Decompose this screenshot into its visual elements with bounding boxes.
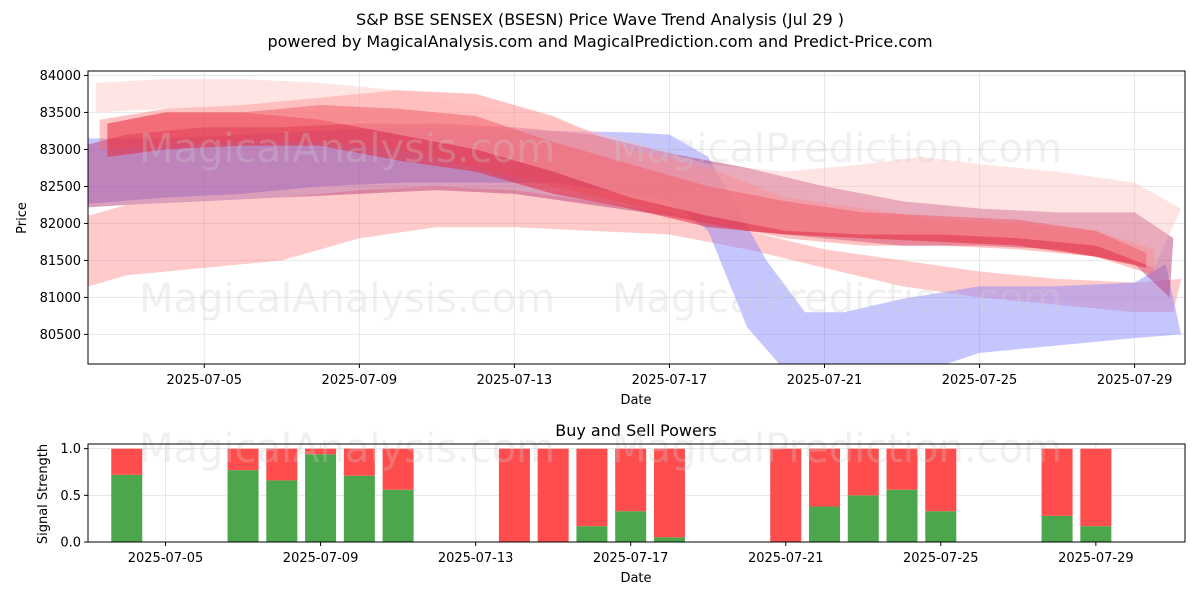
buy-bar bbox=[847, 495, 879, 542]
price-x-tick-label: 2025-07-25 bbox=[942, 373, 1018, 388]
sell-bar bbox=[537, 448, 569, 542]
signal-x-axis-label: Date bbox=[620, 571, 651, 586]
signal-y-axis-label: Signal Strength bbox=[36, 444, 51, 544]
watermark-bottom-2: MagicalPrediction.com bbox=[612, 426, 1062, 472]
sell-bar bbox=[227, 448, 259, 471]
sell-bar bbox=[266, 448, 298, 481]
price-x-axis-label: Date bbox=[620, 393, 651, 408]
price-x-tick-label: 2025-07-09 bbox=[322, 373, 398, 388]
watermark-top-1: MagicalAnalysis.com bbox=[139, 126, 555, 172]
buy-bar bbox=[266, 480, 298, 542]
signal-y-tick-label: 0.5 bbox=[60, 489, 81, 504]
sell-bar bbox=[847, 448, 879, 496]
signal-x-tick-label: 2025-07-29 bbox=[1058, 551, 1134, 566]
signal-panel-title: Buy and Sell Powers bbox=[555, 421, 717, 440]
sell-bar bbox=[343, 448, 375, 476]
price-y-tick-label: 80500 bbox=[40, 328, 81, 343]
sell-bar bbox=[808, 448, 841, 507]
price-y-tick-label: 84000 bbox=[40, 69, 81, 84]
signal-x-tick-label: 2025-07-21 bbox=[748, 551, 824, 566]
sell-bar bbox=[576, 448, 608, 527]
buy-bar bbox=[615, 511, 647, 542]
signal-x-tick-label: 2025-07-09 bbox=[283, 551, 359, 566]
sell-bar bbox=[1080, 448, 1112, 527]
watermark-bottom-1: MagicalAnalysis.com bbox=[139, 426, 555, 472]
sell-bar bbox=[498, 448, 530, 542]
price-y-tick-label: 83000 bbox=[40, 143, 81, 158]
buy-bar bbox=[227, 470, 259, 542]
buy-bar bbox=[343, 475, 375, 542]
chart-title: S&P BSE SENSEX (BSESN) Price Wave Trend … bbox=[356, 10, 844, 29]
price-panel: MagicalAnalysis.com MagicalPrediction.co… bbox=[15, 69, 1186, 408]
signal-y-tick-label: 1.0 bbox=[60, 442, 81, 457]
signal-x-tick-label: 2025-07-17 bbox=[593, 551, 669, 566]
watermark-top-4: MagicalPrediction.com bbox=[612, 276, 1062, 322]
price-y-tick-label: 81000 bbox=[40, 291, 81, 306]
buy-bar bbox=[808, 506, 841, 542]
buy-bar bbox=[886, 489, 918, 542]
price-x-tick-label: 2025-07-05 bbox=[167, 373, 243, 388]
price-y-tick-label: 82500 bbox=[40, 180, 81, 195]
buy-bar bbox=[111, 474, 143, 542]
price-y-axis-label: Price bbox=[15, 202, 30, 234]
sell-bar bbox=[653, 448, 685, 538]
wave-band-2 bbox=[88, 127, 1182, 364]
wave-band-3 bbox=[88, 123, 1174, 298]
buy-bar bbox=[925, 511, 957, 542]
signal-x-tick-label: 2025-07-05 bbox=[128, 551, 204, 566]
chart-subtitle: powered by MagicalAnalysis.com and Magic… bbox=[267, 32, 932, 51]
signal-panel: Buy and Sell Powers MagicalAnalysis.com … bbox=[36, 421, 1186, 586]
sell-bar bbox=[305, 448, 337, 455]
price-plot-frame bbox=[87, 70, 1186, 365]
watermark-top-2: MagicalPrediction.com bbox=[612, 126, 1062, 172]
price-x-tick-label: 2025-07-29 bbox=[1097, 373, 1173, 388]
price-x-tick-label: 2025-07-21 bbox=[787, 373, 863, 388]
sell-bar bbox=[1041, 448, 1073, 516]
wave-band-1 bbox=[88, 186, 1182, 313]
buy-bar bbox=[653, 537, 685, 542]
sell-bar bbox=[886, 448, 918, 490]
buy-bar bbox=[1041, 515, 1073, 542]
wave-band-5 bbox=[107, 105, 1147, 268]
watermark-top-3: MagicalAnalysis.com bbox=[139, 276, 555, 322]
buy-bar bbox=[1080, 526, 1112, 542]
price-y-tick-label: 82000 bbox=[40, 217, 81, 232]
price-y-tick-label: 81500 bbox=[40, 254, 81, 269]
signal-plot-frame bbox=[87, 443, 1186, 543]
sell-bar bbox=[615, 448, 647, 512]
sell-bar bbox=[111, 448, 143, 475]
buy-bar bbox=[305, 454, 337, 542]
price-x-tick-label: 2025-07-13 bbox=[477, 373, 553, 388]
price-x-tick-label: 2025-07-17 bbox=[632, 373, 708, 388]
sell-bar bbox=[925, 448, 957, 512]
price-y-tick-label: 83500 bbox=[40, 106, 81, 121]
sell-bar bbox=[770, 448, 802, 542]
buy-bar bbox=[382, 489, 414, 542]
sell-bar bbox=[382, 448, 414, 490]
signal-y-tick-label: 0.0 bbox=[60, 536, 81, 551]
signal-x-tick-label: 2025-07-13 bbox=[438, 551, 514, 566]
signal-x-tick-label: 2025-07-25 bbox=[903, 551, 979, 566]
wave-band-6 bbox=[95, 79, 1182, 268]
buy-bar bbox=[576, 526, 608, 542]
